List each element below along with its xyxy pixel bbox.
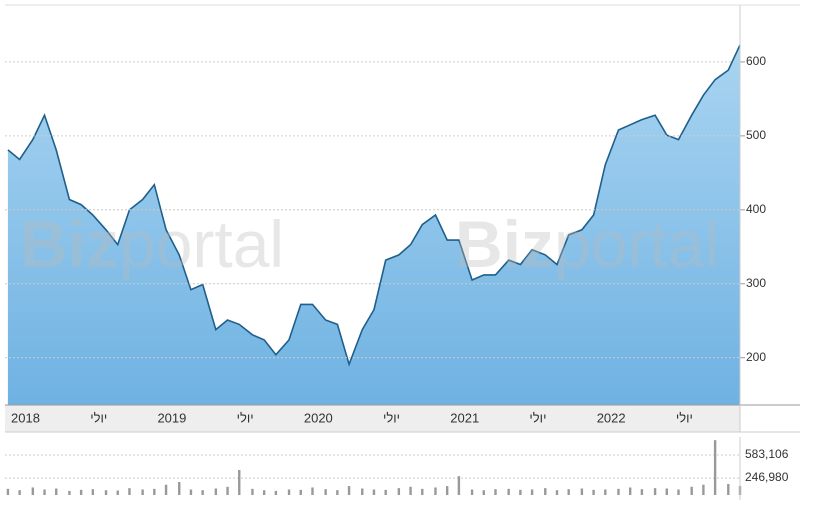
volume-bar (324, 489, 327, 495)
volume-bar (43, 489, 46, 495)
volume-bar (384, 489, 387, 495)
volume-bar (287, 489, 291, 495)
volume-bar (567, 489, 570, 495)
volume-bar (434, 487, 437, 495)
watermark-bold: Biz (455, 207, 554, 281)
volume-bar (164, 484, 168, 495)
x-tick-label: יולי (676, 410, 693, 425)
volume-bar (153, 488, 156, 495)
x-tick-label: 2020 (304, 410, 333, 425)
y-tick-label: 583,106 (745, 447, 789, 461)
volume-bar (470, 489, 474, 495)
volume-bar (311, 487, 314, 495)
y-tick-label: 400 (746, 202, 766, 216)
watermark: Bizportal (455, 207, 719, 281)
volume-bar (482, 490, 485, 495)
volume-bar (677, 489, 680, 495)
volume-bar (604, 489, 607, 495)
volume-bar (507, 488, 510, 495)
volume-bar (226, 486, 229, 495)
x-tick-label: יולי (90, 410, 107, 425)
x-tick-label: יולי (383, 410, 400, 425)
volume-bar (628, 487, 632, 495)
volume-bar (299, 489, 302, 495)
volume-bar (690, 486, 693, 495)
volume-bar (494, 489, 497, 495)
volume-bar (653, 488, 657, 495)
x-tick-label: 2021 (450, 410, 479, 425)
volume-bar (713, 440, 717, 495)
volume-bar (104, 490, 108, 495)
volume-bar (178, 481, 181, 495)
volume-bar (214, 488, 218, 495)
volume-bar (530, 489, 534, 495)
x-axis-band (5, 405, 740, 432)
y-tick-label: 300 (746, 276, 766, 290)
volume-bar (116, 490, 119, 495)
volume-bar (372, 489, 376, 495)
volume-bar (347, 486, 351, 495)
x-tick-label: 2022 (597, 410, 626, 425)
volume-bar (141, 489, 144, 495)
volume-bar (640, 489, 644, 495)
x-tick-label: יולי (237, 410, 254, 425)
volume-bar (727, 484, 730, 495)
volume-bar (336, 490, 339, 495)
volume-bar (201, 490, 204, 495)
volume-bar (580, 488, 584, 495)
volume-bar (91, 489, 95, 495)
volume-bar (361, 488, 364, 495)
volume-bar (79, 489, 83, 495)
x-tick-label: יולי (529, 410, 546, 425)
volume-bar (251, 488, 254, 495)
volume-bar (519, 489, 522, 495)
watermark-light: portal (119, 207, 284, 281)
volume-bar (555, 490, 559, 495)
volume-bar (31, 487, 35, 495)
watermark-light: portal (554, 207, 719, 281)
volume-bar (238, 469, 241, 495)
volume-bar (128, 488, 131, 495)
watermark-bold: Biz (20, 207, 119, 281)
volume-bar (421, 488, 424, 495)
volume-bar (457, 476, 461, 495)
y-tick-label: 200 (746, 350, 766, 364)
volume-bar (274, 490, 278, 495)
volume-bar (592, 489, 595, 495)
volume-bar (544, 488, 547, 495)
volume-bar (665, 488, 668, 495)
volume-bar (68, 490, 71, 495)
y-tick-label: 600 (746, 54, 766, 68)
price-area (7, 44, 740, 406)
x-tick-label: 2019 (157, 410, 186, 425)
y-tick-label: 246,980 (745, 470, 789, 484)
watermark: Bizportal (20, 207, 284, 281)
y-tick-label: 500 (746, 128, 766, 142)
volume-bar (409, 486, 412, 495)
volume-bar (262, 490, 266, 495)
volume-bar (617, 488, 620, 495)
volume-bar (55, 488, 58, 495)
volume-bar (6, 488, 10, 495)
volume-bar (397, 488, 401, 495)
volume-bar (18, 490, 21, 495)
volume-bar (702, 484, 705, 495)
volume-bar (189, 489, 193, 495)
x-tick-label: 2018 (11, 410, 40, 425)
volume-bar (445, 486, 449, 495)
